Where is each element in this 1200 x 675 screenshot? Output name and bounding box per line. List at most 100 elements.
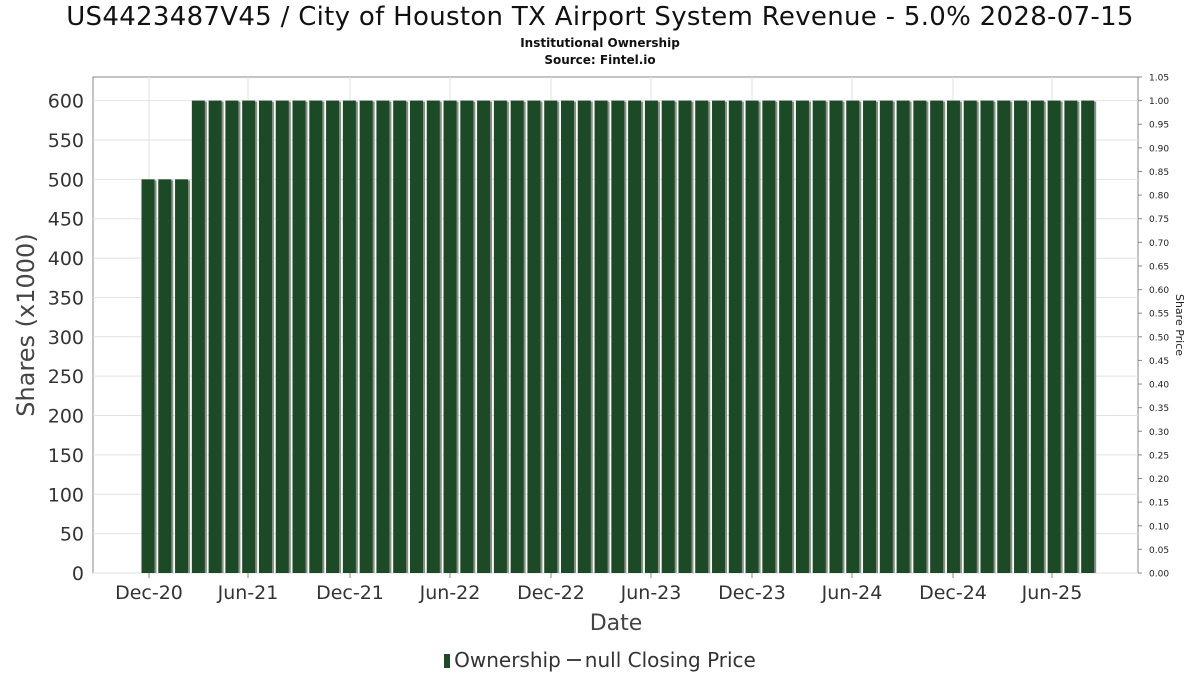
y-tick-label: 0	[72, 563, 84, 585]
ownership-bar	[829, 100, 843, 573]
y2-tick-label: 0.55	[1149, 310, 1169, 320]
ownership-bar	[930, 100, 944, 573]
x-tick-label: Jun-24	[821, 582, 883, 604]
y-tick-label: 350	[48, 287, 84, 309]
ownership-bar	[175, 179, 189, 573]
ownership-bar	[1081, 100, 1095, 573]
y2-tick-label: 0.35	[1149, 404, 1169, 414]
x-tick-label: Jun-21	[217, 582, 279, 604]
y-tick-label: 450	[48, 209, 84, 231]
axes-layer: 0 50 100 150 200 250 300 350 400 450 500 550 600 Dec-…	[48, 74, 1170, 605]
y2-tick-label: 0.20	[1149, 475, 1169, 485]
ownership-bar	[258, 100, 272, 573]
y2-tick-label: 1.00	[1149, 97, 1169, 107]
y-tick-label: 400	[48, 248, 84, 270]
y2-tick-label: 0.00	[1149, 570, 1169, 580]
y2-tick-label: 0.85	[1149, 168, 1169, 178]
ownership-bar	[460, 100, 474, 573]
ownership-bar	[863, 100, 877, 573]
ownership-bar	[342, 100, 356, 573]
x-tick-label: Dec-22	[517, 582, 585, 604]
ownership-bar	[779, 100, 793, 573]
ownership-bar	[208, 100, 222, 573]
y-tick-label: 150	[48, 445, 84, 467]
ownership-legend-swatch	[444, 654, 451, 668]
x-tick-label: Jun-22	[419, 582, 481, 604]
ownership-bar	[1047, 100, 1061, 573]
x-tick-label: Dec-23	[718, 582, 786, 604]
ownership-bar	[510, 100, 524, 573]
y-tick-label: 50	[60, 524, 84, 546]
ownership-bar	[963, 100, 977, 573]
legend-price-label: null Closing Price	[584, 648, 756, 672]
y2-tick-label: 0.95	[1149, 121, 1169, 131]
legend: Ownership null Closing Price	[0, 648, 1200, 672]
ownership-bar	[191, 100, 205, 573]
x-tick-label: Dec-20	[115, 582, 183, 604]
ownership-bar	[359, 100, 373, 573]
ownership-bar	[426, 100, 440, 573]
y2-tick-label: 0.60	[1149, 286, 1169, 296]
ownership-bar	[141, 179, 155, 573]
x-tick-label: Dec-21	[316, 582, 384, 604]
ownership-bar	[913, 100, 927, 573]
y2-tick-label: 0.30	[1149, 428, 1169, 438]
ownership-bar	[661, 100, 675, 573]
ownership-bar	[577, 100, 591, 573]
ownership-bar	[527, 100, 541, 573]
chart-title: US4423487V45 / City of Houston TX Airpor…	[66, 2, 1134, 32]
y2-tick-label: 0.50	[1149, 333, 1169, 343]
ownership-bar	[292, 100, 306, 573]
ownership-bar	[678, 100, 692, 573]
price-legend-swatch	[566, 659, 581, 661]
chart-subtitle: Institutional Ownership	[520, 36, 680, 50]
y2-tick-label: 0.05	[1149, 546, 1169, 556]
y2-tick-label: 0.75	[1149, 215, 1169, 225]
ownership-bar	[1064, 100, 1078, 573]
ownership-bar	[443, 100, 457, 573]
ownership-bar	[745, 100, 759, 573]
ownership-bar	[544, 100, 558, 573]
chart-source: Source: Fintel.io	[544, 53, 656, 67]
ownership-bar	[879, 100, 893, 573]
y-tick-label: 550	[48, 130, 84, 152]
ownership-bar	[846, 100, 860, 573]
y-tick-label: 600	[48, 91, 84, 113]
ownership-bar	[393, 100, 407, 573]
ownership-bar	[1014, 100, 1028, 573]
ownership-bar	[493, 100, 507, 573]
ownership-bar	[795, 100, 809, 573]
y2-tick-label: 0.45	[1149, 357, 1169, 367]
y2-axis-label: Share Price	[1173, 294, 1186, 356]
ownership-bar	[946, 100, 960, 573]
legend-ownership-label: Ownership	[454, 648, 561, 672]
y-tick-label: 500	[48, 169, 84, 191]
x-tick-label: Jun-25	[1021, 582, 1083, 604]
y2-tick-label: 1.05	[1149, 74, 1169, 84]
ownership-bar	[644, 100, 658, 573]
y-tick-label: 300	[48, 327, 84, 349]
ownership-bar	[628, 100, 642, 573]
ownership-bar	[812, 100, 826, 573]
ownership-bar	[728, 100, 742, 573]
y2-tick-label: 0.80	[1149, 192, 1169, 202]
y2-tick-label: 0.15	[1149, 499, 1169, 509]
bars-layer	[141, 100, 1097, 573]
x-axis-label: Date	[590, 611, 643, 636]
ownership-bar	[376, 100, 390, 573]
ownership-bar	[611, 100, 625, 573]
ownership-bar	[158, 179, 172, 573]
ownership-bar	[309, 100, 323, 573]
ownership-bar	[896, 100, 910, 573]
y2-tick-label: 0.65	[1149, 262, 1169, 272]
ownership-bar	[561, 100, 574, 573]
ownership-bar	[326, 100, 340, 573]
y2-tick-label: 0.90	[1149, 144, 1169, 154]
ownership-bar	[712, 100, 726, 573]
x-tick-label: Jun-23	[620, 582, 682, 604]
y2-tick-label: 0.40	[1149, 381, 1169, 391]
ownership-bar	[695, 100, 709, 573]
y2-tick-label: 0.70	[1149, 239, 1169, 249]
y2-tick-label: 0.10	[1149, 522, 1169, 532]
